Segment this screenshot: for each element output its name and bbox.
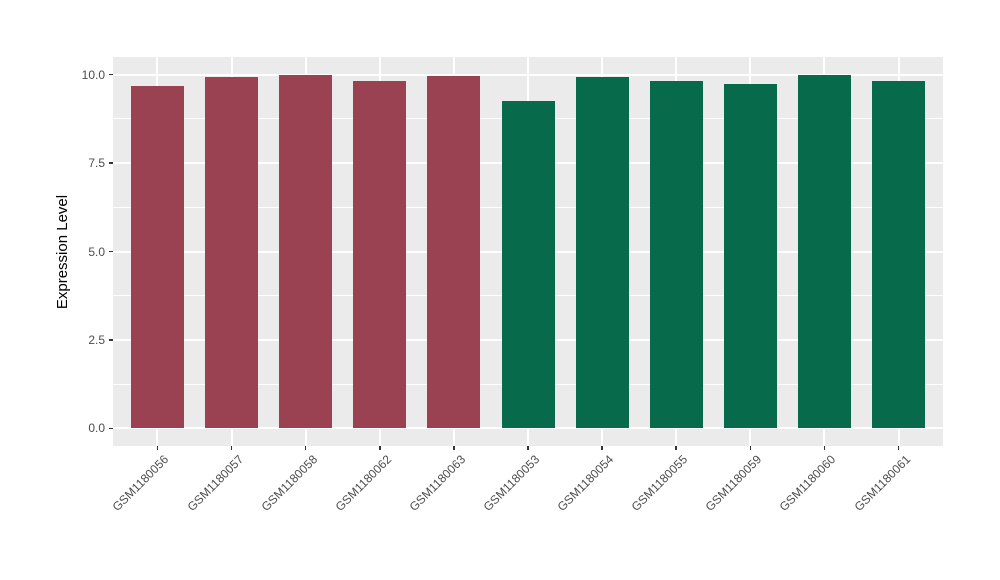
x-tick-label: GSM1180053	[480, 452, 543, 514]
bar-GSM1180063	[427, 76, 481, 429]
bar-GSM1180053	[501, 100, 555, 429]
bar-GSM1180059	[723, 84, 777, 429]
y-tick-label: 10.0	[81, 67, 105, 82]
bar-GSM1180060	[797, 74, 851, 429]
y-tick-mark	[109, 250, 113, 253]
bar-GSM1180054	[575, 77, 629, 429]
x-tick-mark	[601, 446, 603, 450]
y-tick-mark	[109, 427, 113, 430]
y-tick-label: 5.0	[88, 244, 105, 259]
bar-GSM1180058	[279, 74, 333, 429]
gridline-major	[113, 427, 943, 430]
x-tick-label: GSM1180057	[184, 452, 246, 514]
y-tick-label: 7.5	[88, 156, 105, 171]
y-tick-label: 0.0	[88, 421, 105, 436]
x-tick-mark	[823, 446, 826, 450]
x-tick-mark	[453, 446, 455, 450]
x-tick-label: GSM1180055	[628, 452, 691, 514]
x-tick-label: GSM1180062	[332, 452, 394, 514]
y-tick-mark	[109, 73, 113, 76]
x-tick-label: GSM1180054	[554, 452, 617, 514]
x-tick-mark	[675, 446, 677, 450]
x-tick-label: GSM1180063	[406, 452, 469, 514]
x-tick-label: GSM1180056	[110, 452, 172, 514]
bar-GSM1180061	[872, 81, 926, 429]
bar-GSM1180057	[205, 77, 259, 429]
x-tick-mark	[527, 446, 529, 450]
x-tick-mark	[749, 446, 752, 450]
y-tick-mark	[109, 162, 113, 164]
y-tick-mark	[109, 339, 113, 341]
x-tick-mark	[156, 446, 159, 450]
plot-panel	[113, 57, 943, 446]
x-tick-mark	[897, 446, 900, 450]
bar-GSM1180055	[649, 81, 703, 429]
y-tick-label: 2.5	[88, 332, 105, 347]
x-tick-label: GSM1180060	[776, 452, 839, 514]
x-tick-mark	[379, 446, 381, 450]
gridline-major	[113, 73, 943, 76]
x-tick-mark	[304, 446, 307, 450]
x-tick-mark	[230, 446, 233, 450]
bar-GSM1180062	[353, 81, 407, 429]
x-tick-label: GSM1180061	[851, 452, 913, 514]
bar-GSM1180056	[130, 86, 184, 429]
x-tick-label: GSM1180059	[702, 452, 765, 514]
